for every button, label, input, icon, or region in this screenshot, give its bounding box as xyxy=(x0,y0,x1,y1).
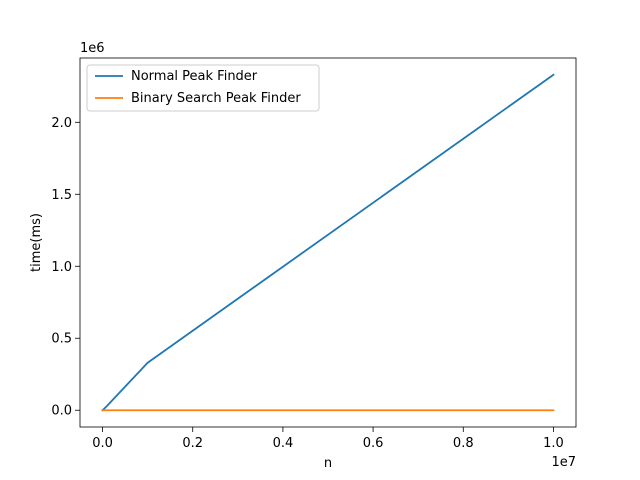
x-axis-label: n xyxy=(324,456,332,471)
x-offset-label: 1e7 xyxy=(551,455,576,470)
y-tick-label: 0.0 xyxy=(51,404,72,419)
x-tick-label: 0.6 xyxy=(363,436,384,451)
series-layer xyxy=(101,73,555,412)
x-tick-label: 1.0 xyxy=(543,436,564,451)
x-tick-label: 0.0 xyxy=(92,436,113,451)
legend-label-normal-peak-finder: Normal Peak Finder xyxy=(131,69,258,84)
y-axis-label: time(ms) xyxy=(29,213,44,272)
y-tick-label: 2.0 xyxy=(51,116,72,131)
plot-frame xyxy=(79,57,577,428)
legend: Normal Peak Finder Binary Search Peak Fi… xyxy=(86,64,320,112)
x-tick-label: 0.8 xyxy=(453,436,474,451)
legend-box xyxy=(86,64,320,112)
y-offset-label: 1e6 xyxy=(80,41,105,56)
x-tick-label: 0.2 xyxy=(182,436,203,451)
legend-label-binary-search-peak-finder: Binary Search Peak Finder xyxy=(131,91,301,106)
y-tick-label: 0.5 xyxy=(51,332,72,347)
y-tick-label: 1.5 xyxy=(51,188,72,203)
y-tick-label: 1.0 xyxy=(51,260,72,275)
x-axis-ticks: 0.0 0.2 0.4 0.6 0.8 1.0 xyxy=(92,427,564,451)
y-axis-ticks: 0.0 0.5 1.0 1.5 2.0 xyxy=(51,116,80,419)
x-tick-label: 0.4 xyxy=(273,436,294,451)
plot-area xyxy=(80,58,576,427)
